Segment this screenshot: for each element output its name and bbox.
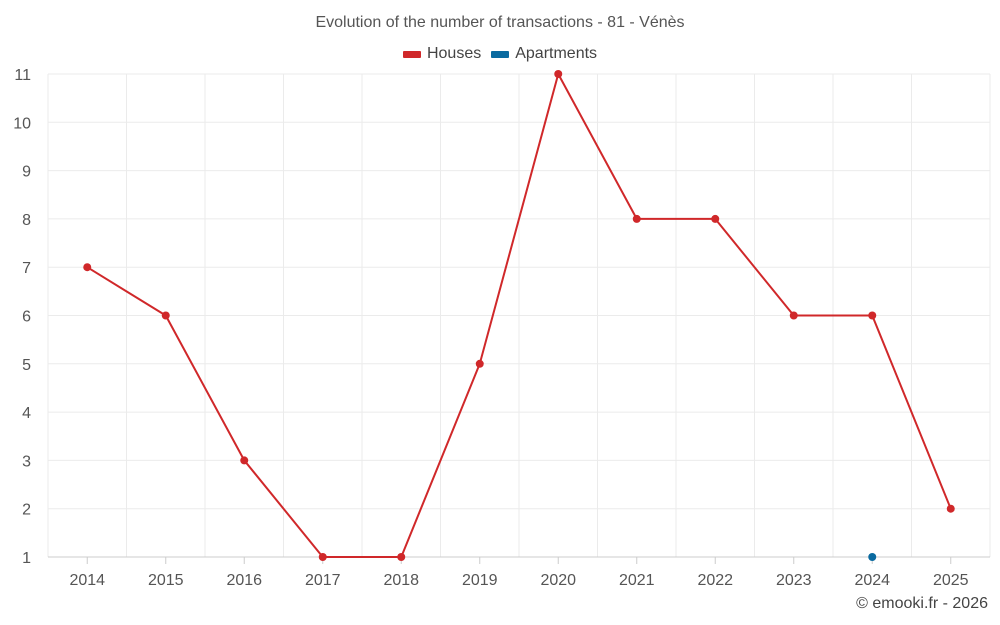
data-point-houses bbox=[554, 70, 563, 78]
x-tick-label: 2017 bbox=[305, 572, 341, 589]
y-tick-label: 7 bbox=[22, 260, 31, 277]
legend-swatch-apartments bbox=[491, 50, 510, 58]
x-tick-label: 2024 bbox=[854, 572, 890, 589]
data-point-houses bbox=[240, 456, 249, 465]
legend: Houses Apartments bbox=[0, 45, 1000, 63]
grid bbox=[47, 73, 991, 557]
axes: 1 2 3 4 5 6 7 8 9 10 11 2014 2015 2016 2017 2018 2019 202… bbox=[13, 67, 990, 589]
data-point-houses bbox=[946, 504, 955, 513]
data-point-houses bbox=[789, 311, 798, 320]
data-point-houses bbox=[318, 553, 327, 561]
x-tick-label: 2018 bbox=[383, 572, 419, 589]
y-tick-label: 2 bbox=[22, 502, 31, 519]
y-tick-label: 5 bbox=[22, 357, 31, 374]
y-tick-label: 1 bbox=[22, 550, 31, 567]
chart-title: Evolution of the number of transactions … bbox=[315, 14, 685, 31]
legend-item-houses[interactable]: Houses bbox=[402, 45, 482, 63]
x-tick-label: 2015 bbox=[148, 572, 184, 589]
data-point-apartments bbox=[868, 553, 877, 561]
x-tick-label: 2014 bbox=[69, 572, 105, 589]
y-tick-label: 6 bbox=[22, 309, 31, 326]
y-tick-label: 3 bbox=[22, 453, 31, 470]
legend-label-apartments: Apartments bbox=[515, 45, 598, 62]
data-point-houses bbox=[475, 359, 484, 368]
data-point-houses bbox=[711, 214, 720, 223]
x-tick-label: 2021 bbox=[619, 572, 655, 589]
data-point-houses bbox=[632, 214, 641, 223]
legend-label-houses: Houses bbox=[426, 45, 482, 62]
legend-swatch-houses bbox=[402, 50, 421, 58]
x-tick-label: 2025 bbox=[933, 572, 969, 589]
data-point-houses bbox=[161, 311, 170, 320]
footer-credit: © emooki.fr - 2026 bbox=[856, 595, 988, 612]
x-tick-label: 2022 bbox=[697, 572, 733, 589]
y-tick-label: 4 bbox=[22, 405, 31, 422]
x-tick-label: 2019 bbox=[462, 572, 498, 589]
data-point-houses bbox=[397, 553, 406, 561]
x-tick-label: 2020 bbox=[540, 572, 576, 589]
legend-item-apartments[interactable]: Apartments bbox=[491, 45, 597, 63]
y-tick-label: 9 bbox=[22, 164, 31, 181]
series-line-houses bbox=[86, 73, 952, 558]
y-tick-label: 8 bbox=[22, 212, 31, 229]
series bbox=[83, 70, 955, 561]
data-point-houses bbox=[868, 311, 877, 320]
data-point-houses bbox=[83, 263, 92, 272]
y-tick-label: 11 bbox=[14, 67, 31, 84]
y-tick-label: 10 bbox=[13, 115, 31, 132]
x-tick-label: 2023 bbox=[776, 572, 812, 589]
x-tick-label: 2016 bbox=[226, 572, 262, 589]
